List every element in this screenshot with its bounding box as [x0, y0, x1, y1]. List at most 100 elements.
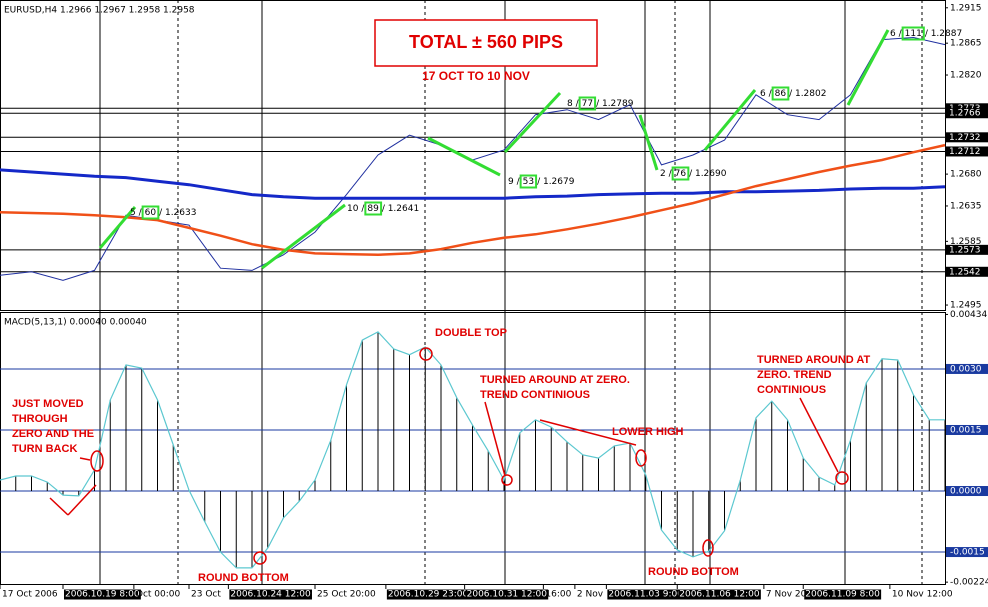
annotation: JUST MOVED: [12, 398, 84, 410]
trade-count: 6 /: [890, 29, 903, 39]
x-tick-label: Oct 00:00: [136, 590, 181, 600]
annotation: TURN BACK: [12, 443, 77, 455]
trade-pips: 86: [775, 89, 787, 99]
trade-price: / 1.2633: [159, 208, 196, 218]
x-tick-box: [64, 589, 141, 600]
trade-label: 9 /53/ 1.2679: [508, 177, 575, 187]
y-tick-box: [946, 547, 988, 558]
y-tick-label: 1.2820: [950, 71, 982, 81]
annotation: ROUND BOTTOM: [648, 566, 739, 578]
annotation: DOUBLE TOP: [435, 327, 507, 339]
y-tick-label: 1.2915: [950, 3, 982, 13]
trade-box: [901, 26, 925, 41]
trade-count: 8 /: [567, 99, 580, 109]
trade-pips: 53: [523, 177, 534, 187]
trade-price: / 1.2887: [925, 29, 962, 39]
x-tick-box: [229, 589, 312, 600]
trade-count: 5 /: [130, 208, 143, 218]
y-tick-label: 1.2495: [950, 301, 982, 311]
level-box: [946, 132, 988, 143]
trade-price: / 1.2641: [382, 204, 419, 214]
total-box: [374, 19, 598, 67]
trade-lines: [99, 0, 846, 585]
annotation: TURNED AROUND AT ZERO.: [480, 374, 630, 386]
x-tick-label: 2006.10.24 12:00: [230, 590, 311, 600]
x-tick-label: 2006.11.06 12:00: [679, 590, 760, 600]
macd-layer: 0.00434 0.0030 0.0015 0.0000 -0.0015 -0.00224: [0, 310, 988, 588]
trade-pips: 60: [145, 208, 157, 218]
level-label: 1.2542: [949, 267, 981, 277]
x-tick-box: [607, 589, 685, 600]
trade-price: / 1.2690: [689, 169, 727, 179]
y-tick-box: [946, 486, 988, 497]
trade-label: 5 /60/ 1.2633: [130, 208, 196, 218]
trade-label: 8 /77/ 1.2789: [567, 99, 634, 109]
x-tick-label: 17 Oct 2006: [2, 590, 58, 600]
trade-pips: 111: [905, 29, 922, 39]
x-tick-label: 2006.11.09 8:00: [805, 590, 880, 600]
level-label: 1.2732: [949, 133, 981, 143]
y-tick-label: 0.0030: [950, 364, 982, 374]
annotation: TREND CONTINIOUS: [480, 389, 590, 401]
x-tick-box: [804, 589, 882, 600]
x-tick-label: 2006.11.03 9:00: [608, 590, 683, 600]
trade-count: 2 /: [660, 169, 673, 179]
x-tick-label: 2 Nov: [577, 590, 604, 600]
annotation: ZERO AND THE: [12, 428, 94, 440]
x-tick-label: 2006.10.31 12:00: [467, 590, 548, 600]
price-layer: 1.27731.27661.27321.27121.25731.25421.29…: [0, 3, 988, 311]
x-tick-label: 25 Oct 20:00: [317, 590, 376, 600]
trade-moves: [98, 29, 890, 270]
y-tick-box: [946, 363, 988, 374]
price-panel: [0, 0, 946, 311]
trade-count: 10 /: [347, 204, 365, 214]
trade-box: [141, 205, 160, 220]
x-tick-label: 10 Nov 12:00: [892, 590, 953, 600]
period: 17 OCT TO 10 NOV: [422, 69, 530, 83]
trade-box: [578, 96, 597, 111]
level-box: [946, 146, 988, 157]
trade-label: 2 /76/ 1.2690: [660, 169, 727, 179]
annotation: CONTINIOUS: [757, 384, 826, 396]
annotation: THROUGH: [12, 413, 68, 425]
x-tick-label: 16:00: [545, 590, 571, 600]
trade-label: 6 /86/ 1.2802: [760, 89, 826, 99]
trade-count: 9 /: [508, 177, 521, 187]
y-tick-box: [946, 424, 988, 435]
markers: [49, 347, 849, 565]
trade-pips: 77: [582, 99, 593, 109]
trade-pips: 76: [675, 169, 687, 179]
y-tick-label: 1.2585: [950, 237, 982, 247]
trade-pips: 89: [367, 204, 379, 214]
macd-title: MACD(5,13,1) 0.00040 0.00040: [4, 318, 147, 328]
level-label: 1.2573: [949, 245, 981, 255]
level-label: 1.2712: [949, 147, 981, 157]
level-box: [946, 108, 988, 119]
level-box: [946, 244, 988, 255]
total: TOTAL ± 560 PIPS: [409, 32, 563, 52]
trade-label: 6 /111/ 1.2887: [890, 29, 962, 39]
annotation: LOWER HIGH: [612, 426, 684, 438]
price-title: EURUSD,H4 1.2966 1.2967 1.2958 1.2958: [4, 6, 195, 16]
x-tick-label: 2006.10.19 8:00: [65, 590, 140, 600]
y-tick-label: 0.0000: [950, 487, 982, 497]
y-tick-label: -0.0015: [950, 548, 985, 558]
y-tick-label: 0.0015: [950, 425, 982, 435]
series-line: [0, 168, 946, 200]
trade-price: / 1.2679: [537, 177, 575, 187]
y-tick-label: 1.2635: [950, 201, 982, 211]
y-tick-label: -0.00224: [950, 578, 988, 588]
level-label: 1.2766: [949, 109, 981, 119]
series-line: [0, 143, 946, 257]
y-tick-label: 1.2865: [950, 39, 982, 49]
annotation: ZERO. TREND: [757, 369, 832, 381]
x-tick-label: 7 Nov 20: [766, 590, 807, 600]
trade-count: 6 /: [760, 89, 773, 99]
annotation: ROUND BOTTOM: [198, 572, 289, 584]
y-tick-label: 0.00434: [950, 310, 987, 320]
y-tick-label: 1.2680: [950, 170, 982, 180]
signal-line: [0, 331, 945, 569]
trade-price: / 1.2789: [596, 99, 634, 109]
